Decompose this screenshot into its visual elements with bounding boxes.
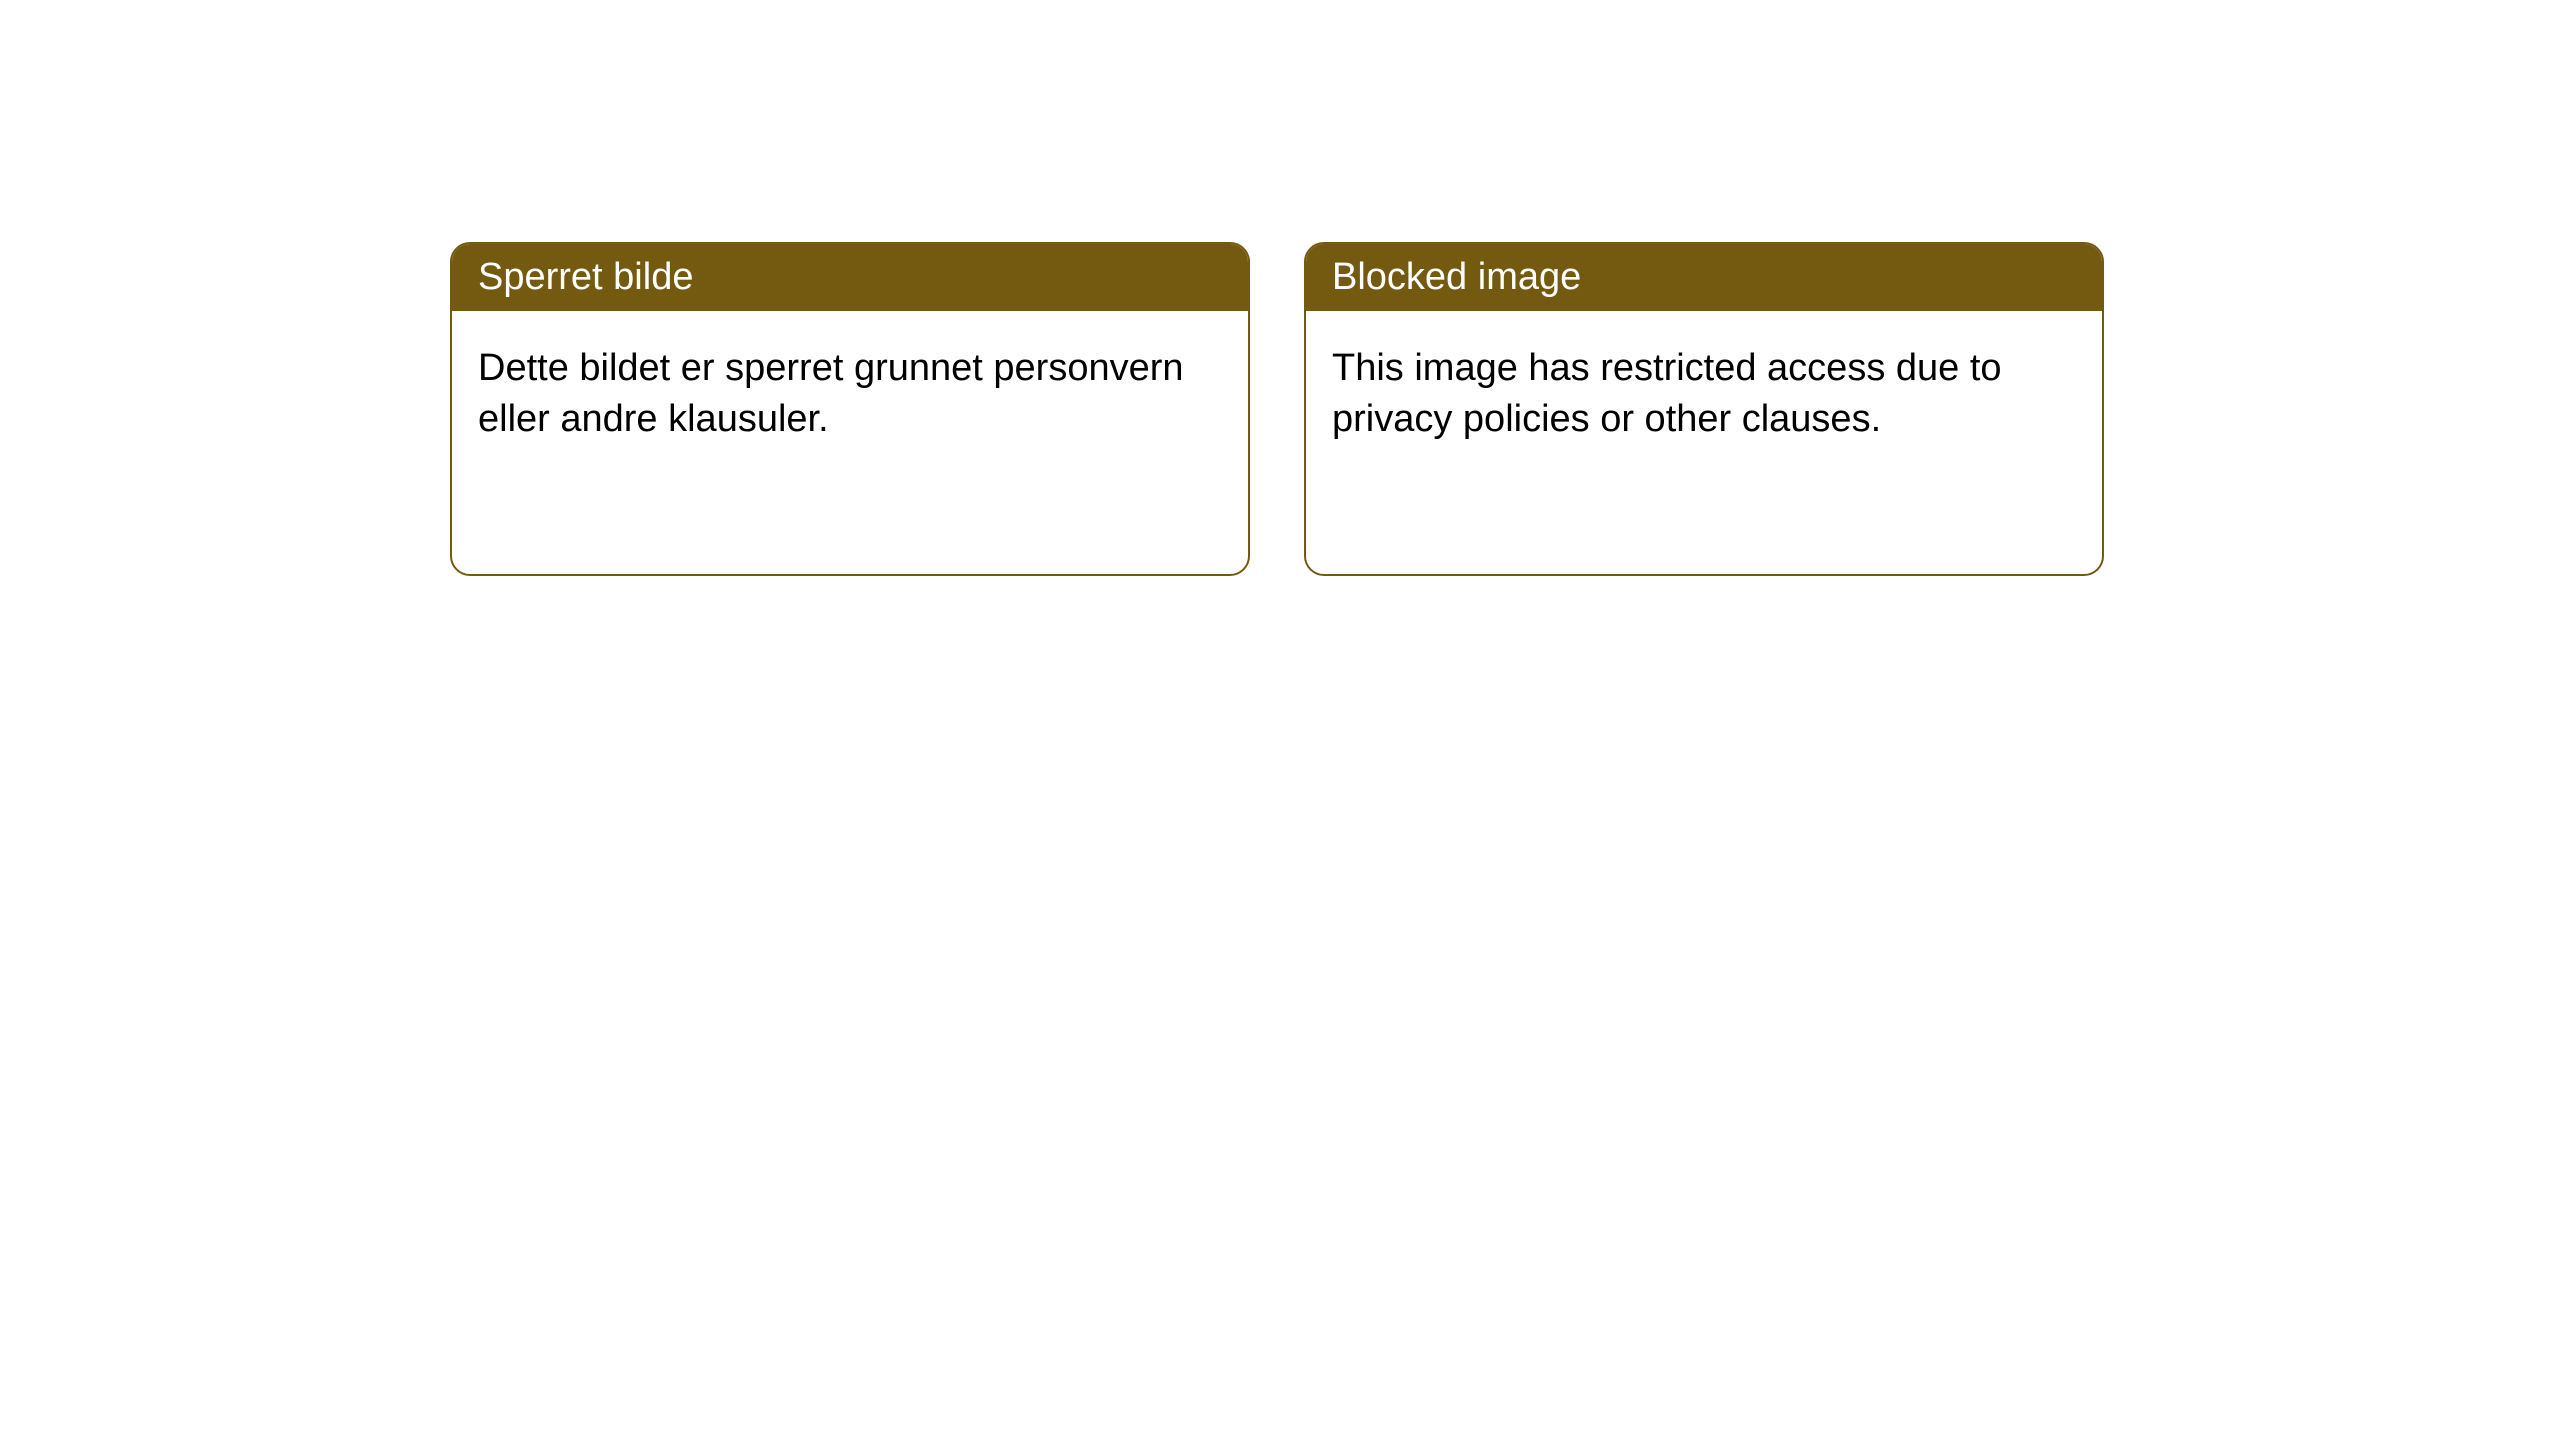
card-header-en: Blocked image bbox=[1306, 244, 2102, 311]
card-header-no: Sperret bilde bbox=[452, 244, 1248, 311]
card-message-en: This image has restricted access due to … bbox=[1332, 347, 2002, 440]
notice-container: Sperret bilde Dette bildet er sperret gr… bbox=[0, 0, 2560, 576]
card-message-no: Dette bildet er sperret grunnet personve… bbox=[478, 347, 1184, 440]
blocked-image-card-no: Sperret bilde Dette bildet er sperret gr… bbox=[450, 242, 1250, 576]
blocked-image-card-en: Blocked image This image has restricted … bbox=[1304, 242, 2104, 576]
card-body-no: Dette bildet er sperret grunnet personve… bbox=[452, 311, 1248, 478]
card-body-en: This image has restricted access due to … bbox=[1306, 311, 2102, 478]
card-title-en: Blocked image bbox=[1332, 256, 1581, 298]
card-title-no: Sperret bilde bbox=[478, 256, 693, 298]
